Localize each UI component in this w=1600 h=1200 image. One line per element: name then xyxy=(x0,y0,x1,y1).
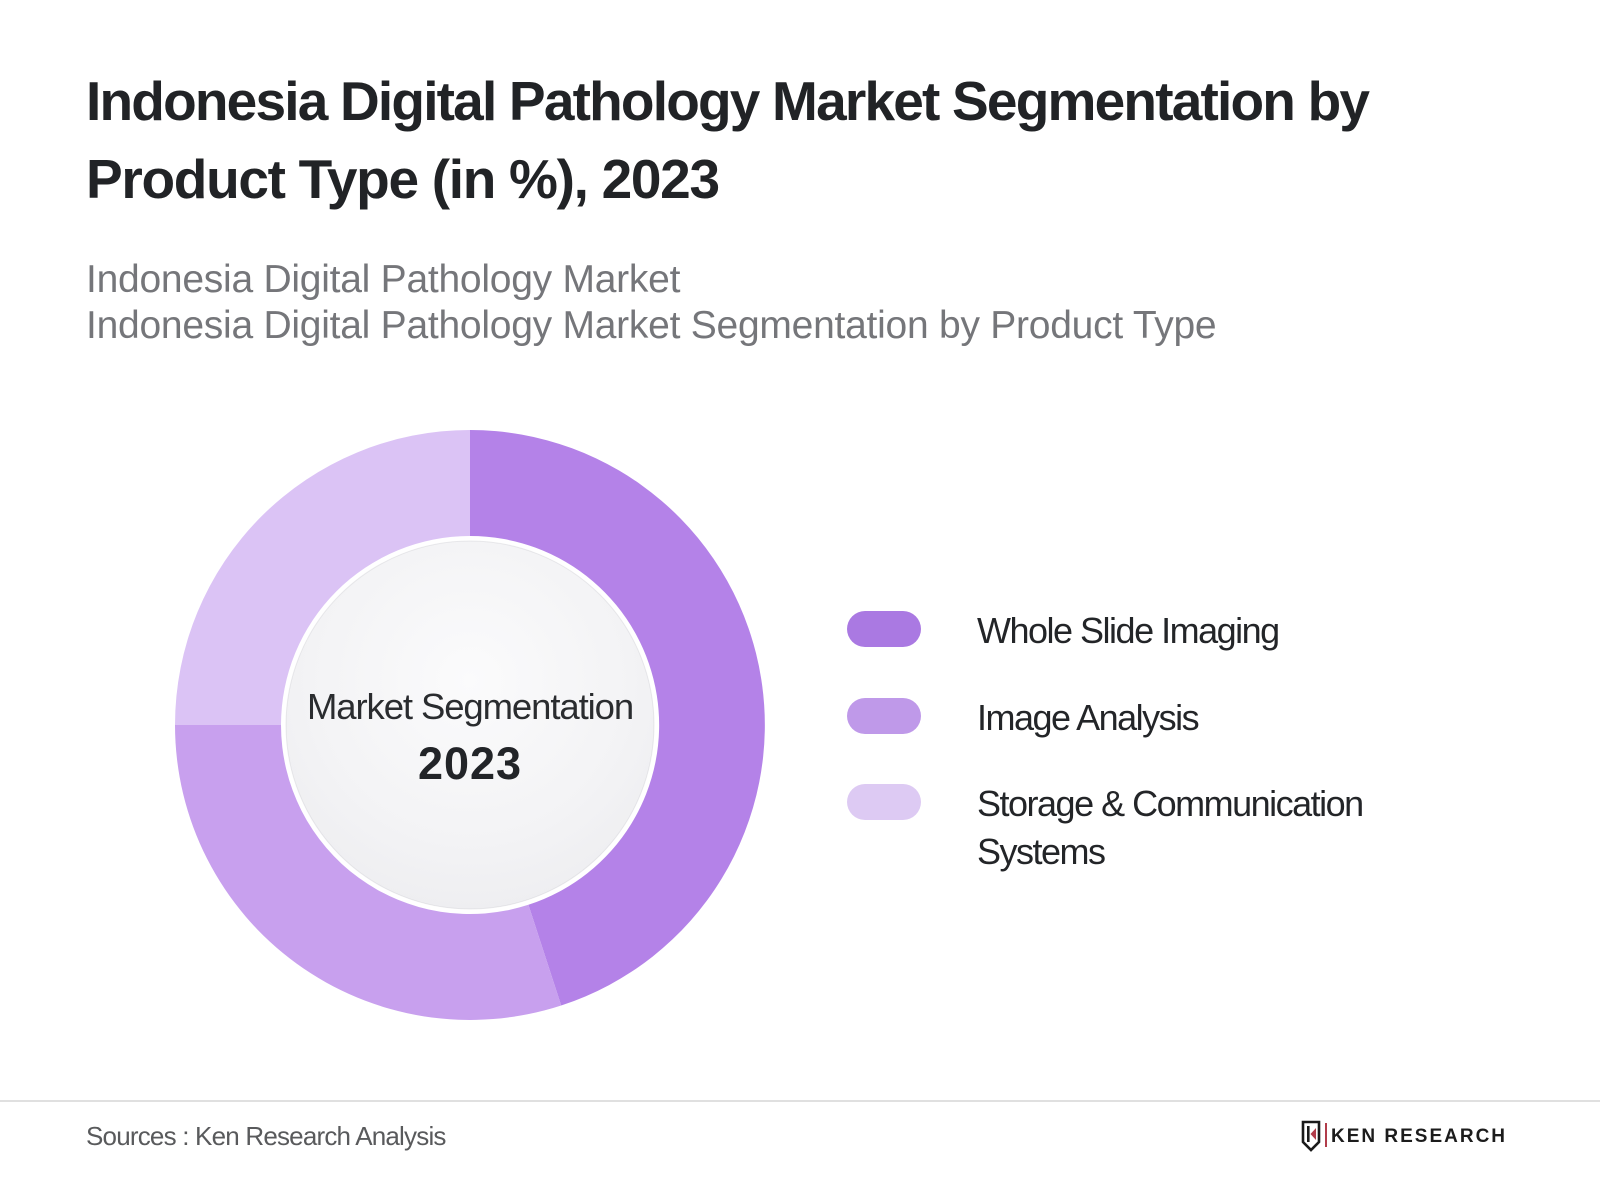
svg-text:KEN RESEARCH: KEN RESEARCH xyxy=(1331,1126,1507,1147)
